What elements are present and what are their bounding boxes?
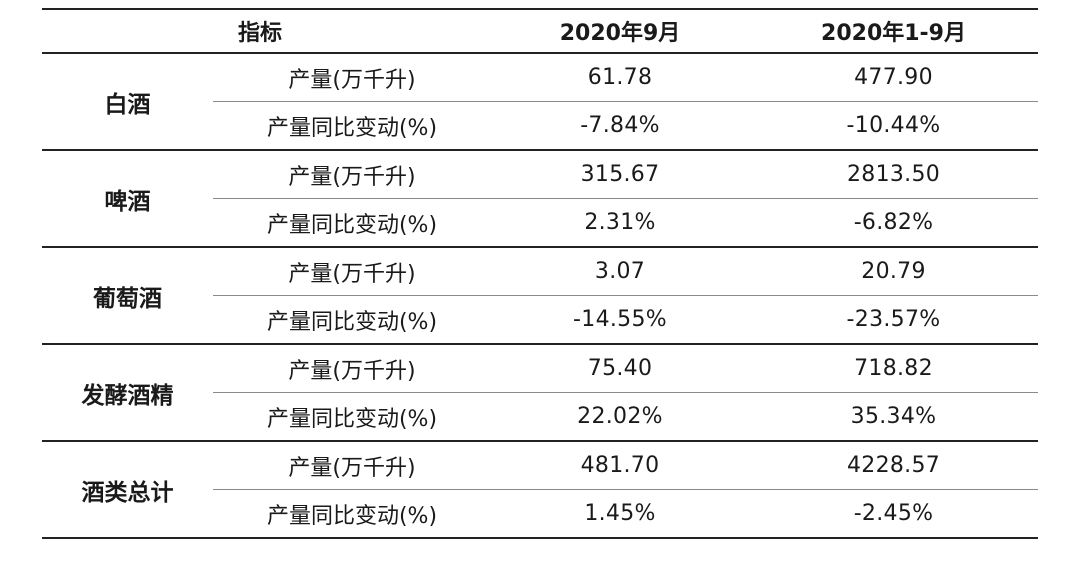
header-indicator: 指标 xyxy=(42,8,492,54)
value-ytd: -2.45% xyxy=(749,489,1039,539)
category-wine: 葡萄酒 xyxy=(42,247,213,345)
table-row: 产量同比变动(%) -7.84% -10.44% xyxy=(42,101,1039,151)
metric-label: 产量(万千升) xyxy=(213,150,492,199)
value-ytd: -6.82% xyxy=(749,198,1039,248)
table-row: 产量同比变动(%) 1.45% -2.45% xyxy=(42,489,1039,539)
value-ytd: 2813.50 xyxy=(749,150,1039,199)
value-ytd: 4228.57 xyxy=(749,441,1039,490)
table-row: 产量同比变动(%) 2.31% -6.82% xyxy=(42,198,1039,248)
category-fermented-alcohol: 发酵酒精 xyxy=(42,344,213,442)
metric-label: 产量(万千升) xyxy=(213,53,492,102)
value-sep: 1.45% xyxy=(491,489,750,539)
value-ytd: 20.79 xyxy=(749,247,1039,296)
table-row: 发酵酒精 产量(万千升) 75.40 718.82 xyxy=(42,344,1039,442)
metric-label: 产量(万千升) xyxy=(213,247,492,296)
value-ytd: 477.90 xyxy=(749,53,1039,102)
metric-label: 产量同比变动(%) xyxy=(213,295,492,345)
value-ytd: 35.34% xyxy=(749,392,1039,442)
metric-label: 产量同比变动(%) xyxy=(213,392,492,442)
value-sep: 315.67 xyxy=(491,150,750,199)
value-sep: -7.84% xyxy=(491,101,750,151)
metric-label: 产量同比变动(%) xyxy=(213,489,492,539)
metric-label: 产量(万千升) xyxy=(213,441,492,490)
value-sep: 3.07 xyxy=(491,247,750,296)
header-row: 指标 2020年9月 2020年1-9月 xyxy=(42,8,1039,54)
table-row: 啤酒 产量(万千升) 315.67 2813.50 xyxy=(42,150,1039,248)
value-sep: 481.70 xyxy=(491,441,750,490)
category-baijiu: 白酒 xyxy=(42,53,213,151)
category-beer: 啤酒 xyxy=(42,150,213,248)
category-total: 酒类总计 xyxy=(42,441,213,539)
liquor-production-table: 指标 2020年9月 2020年1-9月 白酒 产量(万千升) 61.78 47… xyxy=(42,8,1039,539)
value-sep: -14.55% xyxy=(491,295,750,345)
header-sep-2020: 2020年9月 xyxy=(491,8,750,54)
header-jan-sep-2020: 2020年1-9月 xyxy=(749,8,1039,54)
table-row: 白酒 产量(万千升) 61.78 477.90 xyxy=(42,53,1039,151)
metric-label: 产量同比变动(%) xyxy=(213,198,492,248)
table-row: 产量同比变动(%) 22.02% 35.34% xyxy=(42,392,1039,442)
value-sep: 2.31% xyxy=(491,198,750,248)
metric-label: 产量同比变动(%) xyxy=(213,101,492,151)
value-ytd: -10.44% xyxy=(749,101,1039,151)
value-sep: 61.78 xyxy=(491,53,750,102)
value-sep: 75.40 xyxy=(491,344,750,393)
table-row: 酒类总计 产量(万千升) 481.70 4228.57 xyxy=(42,441,1039,539)
value-ytd: 718.82 xyxy=(749,344,1039,393)
value-sep: 22.02% xyxy=(491,392,750,442)
value-ytd: -23.57% xyxy=(749,295,1039,345)
table-row: 葡萄酒 产量(万千升) 3.07 20.79 xyxy=(42,247,1039,345)
metric-label: 产量(万千升) xyxy=(213,344,492,393)
table-row: 产量同比变动(%) -14.55% -23.57% xyxy=(42,295,1039,345)
